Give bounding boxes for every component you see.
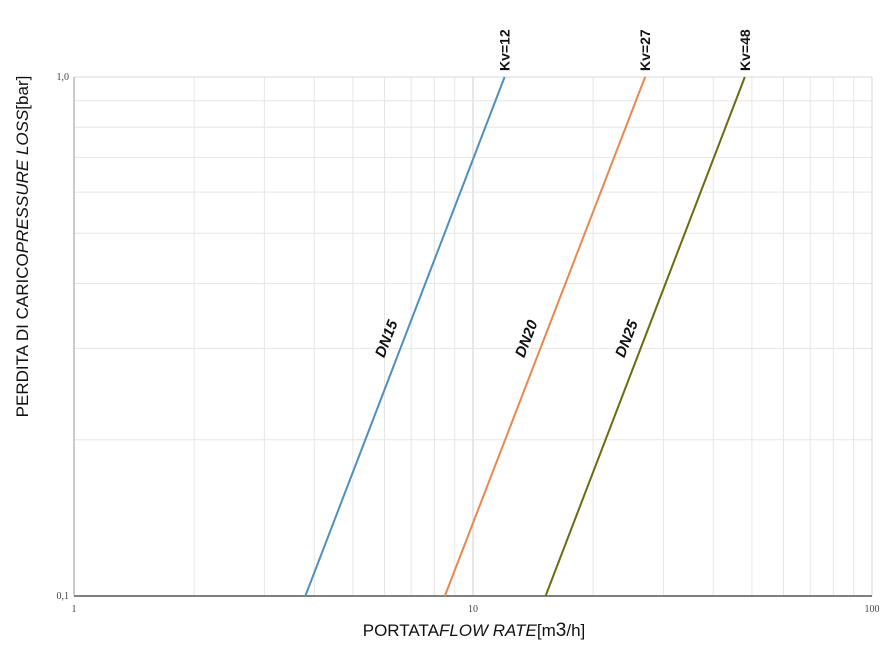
- series-label-dn20: DN20: [512, 317, 542, 360]
- x-label-unit-a: [m: [536, 621, 556, 640]
- line-annotations: DN15 Kv=12 DN20 Kv=27 DN25 Kv=48: [372, 29, 753, 360]
- series-line-dn15: [304, 76, 506, 597]
- x-label-en: FLOW RATE: [438, 621, 537, 640]
- y-tick-label: 1,0: [57, 72, 70, 83]
- kv-label-dn15: Kv=12: [497, 29, 513, 71]
- y-label-en: PRESSURE LOSS: [13, 109, 32, 254]
- x-tick-label: 100: [865, 604, 880, 615]
- series-label-dn25: DN25: [612, 317, 642, 360]
- x-axis-label: PORTATA FLOW RATE [m 3/h]: [74, 618, 874, 644]
- y-label-it: PERDITA DI CARICO: [13, 253, 32, 418]
- tick-labels: 1 10 100 0,1 1,0: [57, 72, 880, 615]
- kv-label-dn20: Kv=27: [637, 29, 653, 71]
- x-label-unit-b: /h]: [566, 621, 586, 640]
- y-tick-label: 0,1: [57, 591, 70, 602]
- series-line-dn25: [544, 76, 746, 597]
- x-label-it: PORTATA: [362, 621, 439, 640]
- axes: [73, 77, 872, 597]
- y-label-unit: [bar]: [13, 75, 32, 110]
- series-label-dn15: DN15: [372, 317, 402, 360]
- x-label-unit-exp: 3: [555, 620, 567, 641]
- kv-label-dn25: Kv=48: [737, 29, 753, 71]
- series-lines: [304, 76, 746, 597]
- x-tick-label: 1: [72, 604, 77, 615]
- series-line-dn20: [443, 76, 647, 597]
- x-tick-label: 10: [468, 604, 478, 615]
- y-axis-label: PERDITA DI CARICO PRESSURE LOSS [bar]: [8, 0, 38, 572]
- grid-lines: [74, 76, 873, 596]
